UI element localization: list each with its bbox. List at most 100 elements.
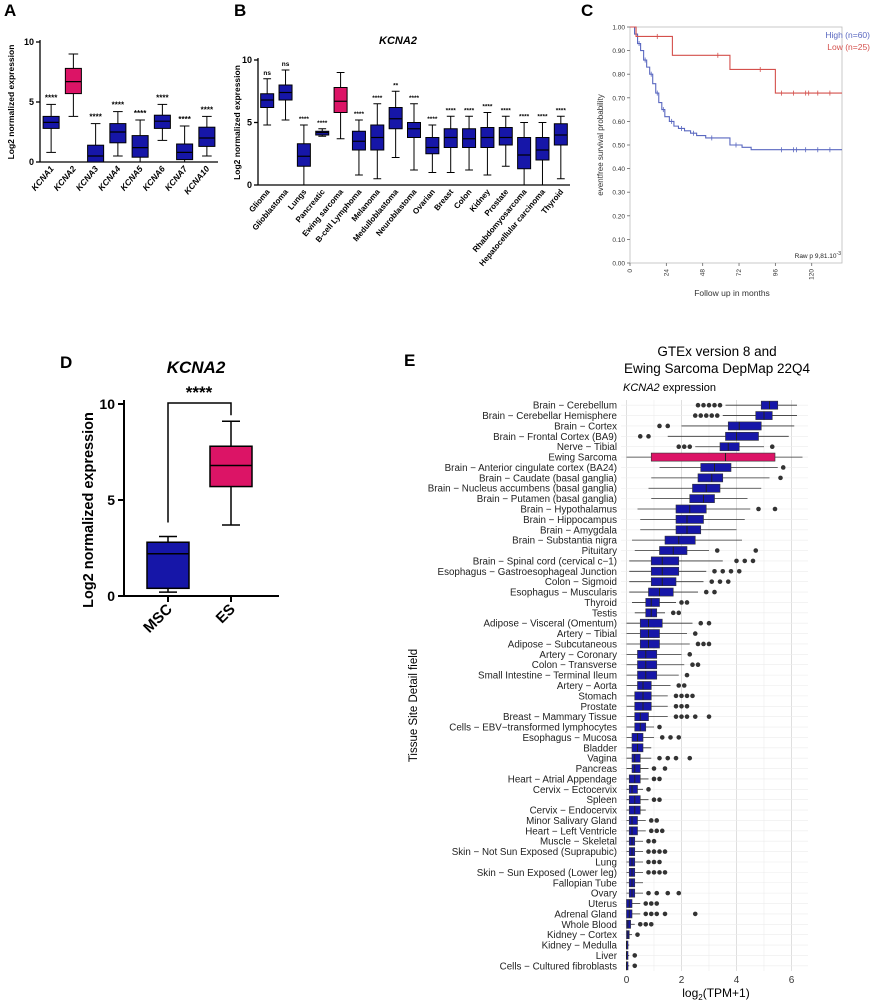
box-iqr (675, 515, 704, 524)
tissue-label: Lung (595, 857, 617, 868)
outlier-point (714, 548, 720, 553)
tissue-label: Colon − Transverse (532, 660, 618, 671)
outlier-point (673, 714, 679, 719)
chart-title: KCNA2 (379, 35, 417, 47)
y-tick-label: 5 (247, 118, 252, 128)
outlier-point (665, 423, 671, 429)
outlier-point (780, 465, 786, 470)
box-iqr (626, 919, 631, 929)
significance-label: **** (299, 116, 310, 123)
outlier-point (646, 838, 651, 844)
box-iqr (637, 650, 658, 659)
outlier-point (681, 683, 687, 688)
tissue-label: Esophagus − Muscularis (510, 588, 617, 599)
outlier-point (714, 413, 720, 418)
outlier-point (646, 787, 651, 792)
box-iqr (87, 144, 105, 163)
tissue-label: Pancreas (576, 764, 617, 775)
box-iqr (131, 135, 149, 158)
outlier-point (676, 890, 682, 896)
box-iqr (700, 463, 732, 472)
box-iqr (388, 107, 403, 130)
outlier-point (712, 589, 717, 595)
outlier-point (676, 610, 682, 616)
tissue-label: Cells − Cultured fibroblasts (500, 961, 617, 972)
outlier-point (637, 921, 643, 927)
outlier-point (756, 506, 761, 512)
box-iqr (650, 566, 680, 576)
x-tick-label: KCNA4 (96, 164, 123, 193)
box-iqr (634, 712, 649, 721)
box-iqr (675, 525, 702, 535)
box-iqr (443, 128, 458, 148)
x-tick-label: KCNA3 (74, 164, 101, 193)
y-tick-label: 0 (107, 588, 115, 604)
outlier-point (651, 849, 657, 854)
tissue-label: Ovary (591, 889, 617, 900)
x-tick-label: 48 (700, 269, 707, 277)
y-axis-label: Tissue Site Detail field (408, 649, 420, 762)
outlier-point (703, 413, 709, 418)
tissue-label: Kidney − Medulla (542, 941, 618, 952)
outlier-point (654, 901, 660, 906)
box-iqr (498, 127, 513, 146)
outlier-point (659, 735, 665, 740)
outlier-point (651, 838, 657, 844)
outlier-point (659, 828, 665, 834)
significance-label: **** (427, 116, 438, 123)
outlier-point (753, 548, 759, 553)
significance-label: **** (134, 109, 147, 118)
box-iqr (351, 130, 366, 151)
outlier-point (654, 828, 660, 834)
tissue-label: Cervix − Ectocervix (533, 785, 617, 796)
y-tick-label: 0.80 (612, 72, 625, 79)
p-value-annotation: Raw p 9,81.10-3 (795, 251, 842, 260)
significance-label: ** (393, 82, 399, 89)
x-axis-label-rest: (TPM+1) (703, 986, 750, 1000)
outlier-point (709, 579, 715, 584)
chart-subtitle: KCNA2 expression (623, 382, 716, 394)
x-tick-label: MSC (140, 601, 176, 637)
outlier-point (635, 932, 640, 937)
tissue-label: Brain − Caudate (basal ganglia) (479, 473, 617, 484)
box-iqr (628, 826, 638, 836)
outlier-point (648, 818, 654, 823)
significance-label: **** (482, 104, 493, 111)
outlier-point (690, 662, 695, 668)
tissue-label: Fallopian Tube (553, 878, 618, 889)
box-iqr (650, 452, 776, 462)
panel-label-a: A (4, 1, 16, 20)
outlier-point (695, 402, 701, 408)
outlier-point (687, 444, 693, 450)
outlier-point (778, 475, 783, 481)
outlier-point (679, 600, 684, 605)
outlier-point (651, 776, 657, 782)
box-iqr (425, 137, 440, 155)
outlier-point (662, 849, 668, 854)
tissue-label: Artery − Aorta (557, 681, 618, 692)
y-tick-label: 0.40 (612, 166, 625, 173)
tissue-label: Thyroid (584, 598, 617, 609)
legend-entry: Low (n=25) (827, 42, 870, 52)
tissue-label: Stomach (578, 691, 617, 702)
significance-label: **** (501, 107, 512, 114)
panel-label-c: C (581, 1, 593, 20)
significance-label: **** (112, 101, 125, 110)
km-survival-line (630, 26, 842, 94)
outlier-point (692, 413, 698, 418)
panel-c-chart: 0.00 0.10 0.20 0.30 0.40 0.50 0.60 0.70 0.80 0.90… (596, 25, 870, 299)
p-value-exponent: -3 (837, 251, 842, 257)
y-axis-label: Log2 normalized expression (6, 45, 16, 160)
outlier-point (651, 766, 657, 771)
box-iqr (333, 87, 348, 113)
x-tick-label: 0 (624, 975, 630, 986)
significance-label: **** (178, 115, 191, 124)
tissue-label: Testis (592, 608, 617, 619)
panel-e-chart: GTEx version 8 and Ewing Sarcoma DepMap 2… (408, 344, 811, 1000)
outlier-point (665, 890, 671, 896)
box-iqr (639, 618, 663, 628)
significance-label: **** (201, 105, 214, 114)
outlier-point (695, 641, 701, 647)
outlier-point (673, 755, 679, 761)
